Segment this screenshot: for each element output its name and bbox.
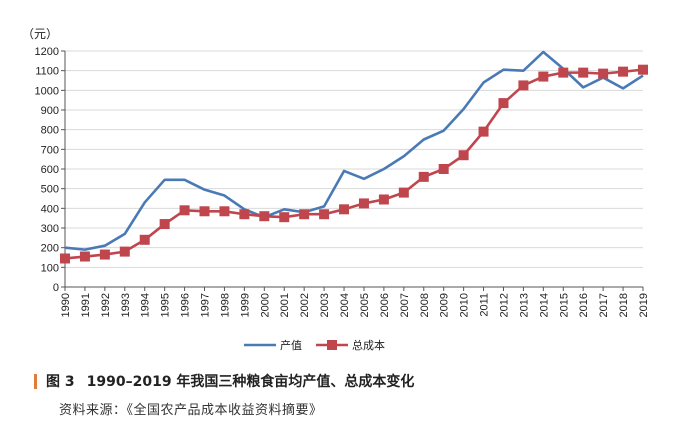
x-tick-label: 2001: [279, 293, 291, 317]
x-tick-label: 1999: [239, 293, 251, 317]
data-point: [79, 251, 90, 262]
axes: [61, 50, 644, 291]
y-tick-label: 700: [41, 144, 59, 156]
data-point: [259, 211, 270, 222]
y-unit-label: （元）: [22, 27, 58, 41]
x-tick-label: 2010: [459, 293, 471, 317]
data-point: [199, 206, 210, 217]
x-tick-label: 2002: [299, 293, 311, 317]
data-point: [119, 246, 130, 257]
x-tick-label: 2013: [518, 293, 530, 317]
data-point: [378, 194, 389, 205]
x-tick-label: 2017: [598, 293, 610, 317]
y-tick-label: 500: [41, 184, 59, 196]
x-tick-label: 2015: [558, 293, 570, 317]
x-tick-label: 2011: [479, 293, 491, 317]
x-tick-label: 2003: [319, 293, 331, 317]
y-tick-label: 400: [41, 203, 59, 215]
legend: 产值 总成本: [244, 338, 385, 352]
y-tick-label: 100: [41, 262, 59, 274]
y-tick-label: 800: [41, 125, 59, 137]
data-point: [498, 98, 509, 109]
data-point: [538, 71, 549, 82]
data-point: [398, 187, 409, 198]
x-tick-label: 1998: [219, 293, 231, 317]
legend-label-1: 产值: [280, 338, 302, 352]
y-tick-label: 1200: [35, 46, 59, 58]
caption-accent-bar: [34, 373, 37, 389]
data-point: [99, 249, 110, 260]
data-point: [518, 80, 529, 91]
y-tick-label: 200: [41, 243, 59, 255]
data-point: [179, 205, 190, 216]
legend-label-2: 总成本: [352, 338, 385, 352]
data-point: [598, 68, 609, 79]
source-note: 资料来源：《全国农产品成本收益资料摘要》: [59, 403, 323, 418]
y-tick-label: 1000: [35, 85, 59, 97]
data-point: [279, 212, 290, 223]
data-point: [139, 234, 150, 245]
x-tick-label: 1993: [120, 293, 132, 317]
y-tick-label: 1100: [35, 66, 59, 78]
x-tick-label: 2008: [419, 293, 431, 317]
series-line-2: [64, 68, 644, 260]
x-tick-label: 1990: [60, 293, 72, 317]
y-tick-label: 300: [41, 223, 59, 235]
data-point: [219, 206, 230, 217]
data-point: [578, 67, 589, 78]
x-tick-label: 1996: [180, 293, 192, 317]
y-tick-label: 600: [41, 164, 59, 176]
data-point: [159, 219, 170, 230]
series-line-1: [64, 50, 644, 251]
x-tick-label: 2006: [379, 293, 391, 317]
data-point: [239, 209, 250, 220]
series-lines: [60, 50, 648, 264]
y-tick-labels: 0 100 200 300 400 500 600 700 800 900 1000 1100 1200: [35, 46, 59, 294]
data-point: [478, 126, 489, 137]
x-tick-labels: 1990 1991 1992 1993 1994 1995 1996 1997 1998 1999…: [60, 293, 650, 317]
data-point: [558, 67, 569, 78]
x-tick-label: 2019: [638, 293, 650, 317]
x-tick-label: 1995: [160, 293, 172, 317]
figure-number: 图 3: [46, 374, 75, 390]
data-point: [638, 64, 648, 75]
x-tick-label: 2004: [339, 293, 351, 317]
x-tick-label: 2009: [439, 293, 451, 317]
x-tick-label: 2016: [578, 293, 590, 317]
legend-marker: [327, 340, 337, 350]
data-point: [458, 150, 469, 161]
data-point: [319, 209, 330, 220]
y-tick-label: 0: [53, 282, 59, 294]
x-tick-label: 2014: [538, 293, 550, 317]
data-point: [418, 171, 429, 182]
line-chart: （元） 0 100 200 300 400 500 600 700 800 900 1000 1100…: [22, 27, 650, 352]
y-tick-label: 900: [41, 105, 59, 117]
data-point: [339, 204, 350, 215]
x-tick-label: 2012: [498, 293, 510, 317]
figure-caption: 图 3 1990–2019 年我国三种粮食亩均产值、总成本变化: [34, 371, 414, 391]
data-point: [60, 253, 70, 264]
data-point: [618, 66, 629, 77]
x-tick-label: 1991: [80, 293, 92, 317]
x-tick-label: 1992: [100, 293, 112, 317]
x-tick-label: 2005: [359, 293, 371, 317]
figure-title: 1990–2019 年我国三种粮食亩均产值、总成本变化: [86, 374, 415, 390]
data-point: [299, 209, 310, 220]
x-tick-label: 2007: [399, 293, 411, 317]
x-tick-label: 1994: [140, 293, 152, 317]
x-tick-label: 1997: [200, 293, 212, 317]
x-tick-label: 2018: [618, 293, 630, 317]
data-point: [438, 164, 449, 174]
data-point: [358, 198, 369, 209]
x-tick-label: 2000: [259, 293, 271, 317]
